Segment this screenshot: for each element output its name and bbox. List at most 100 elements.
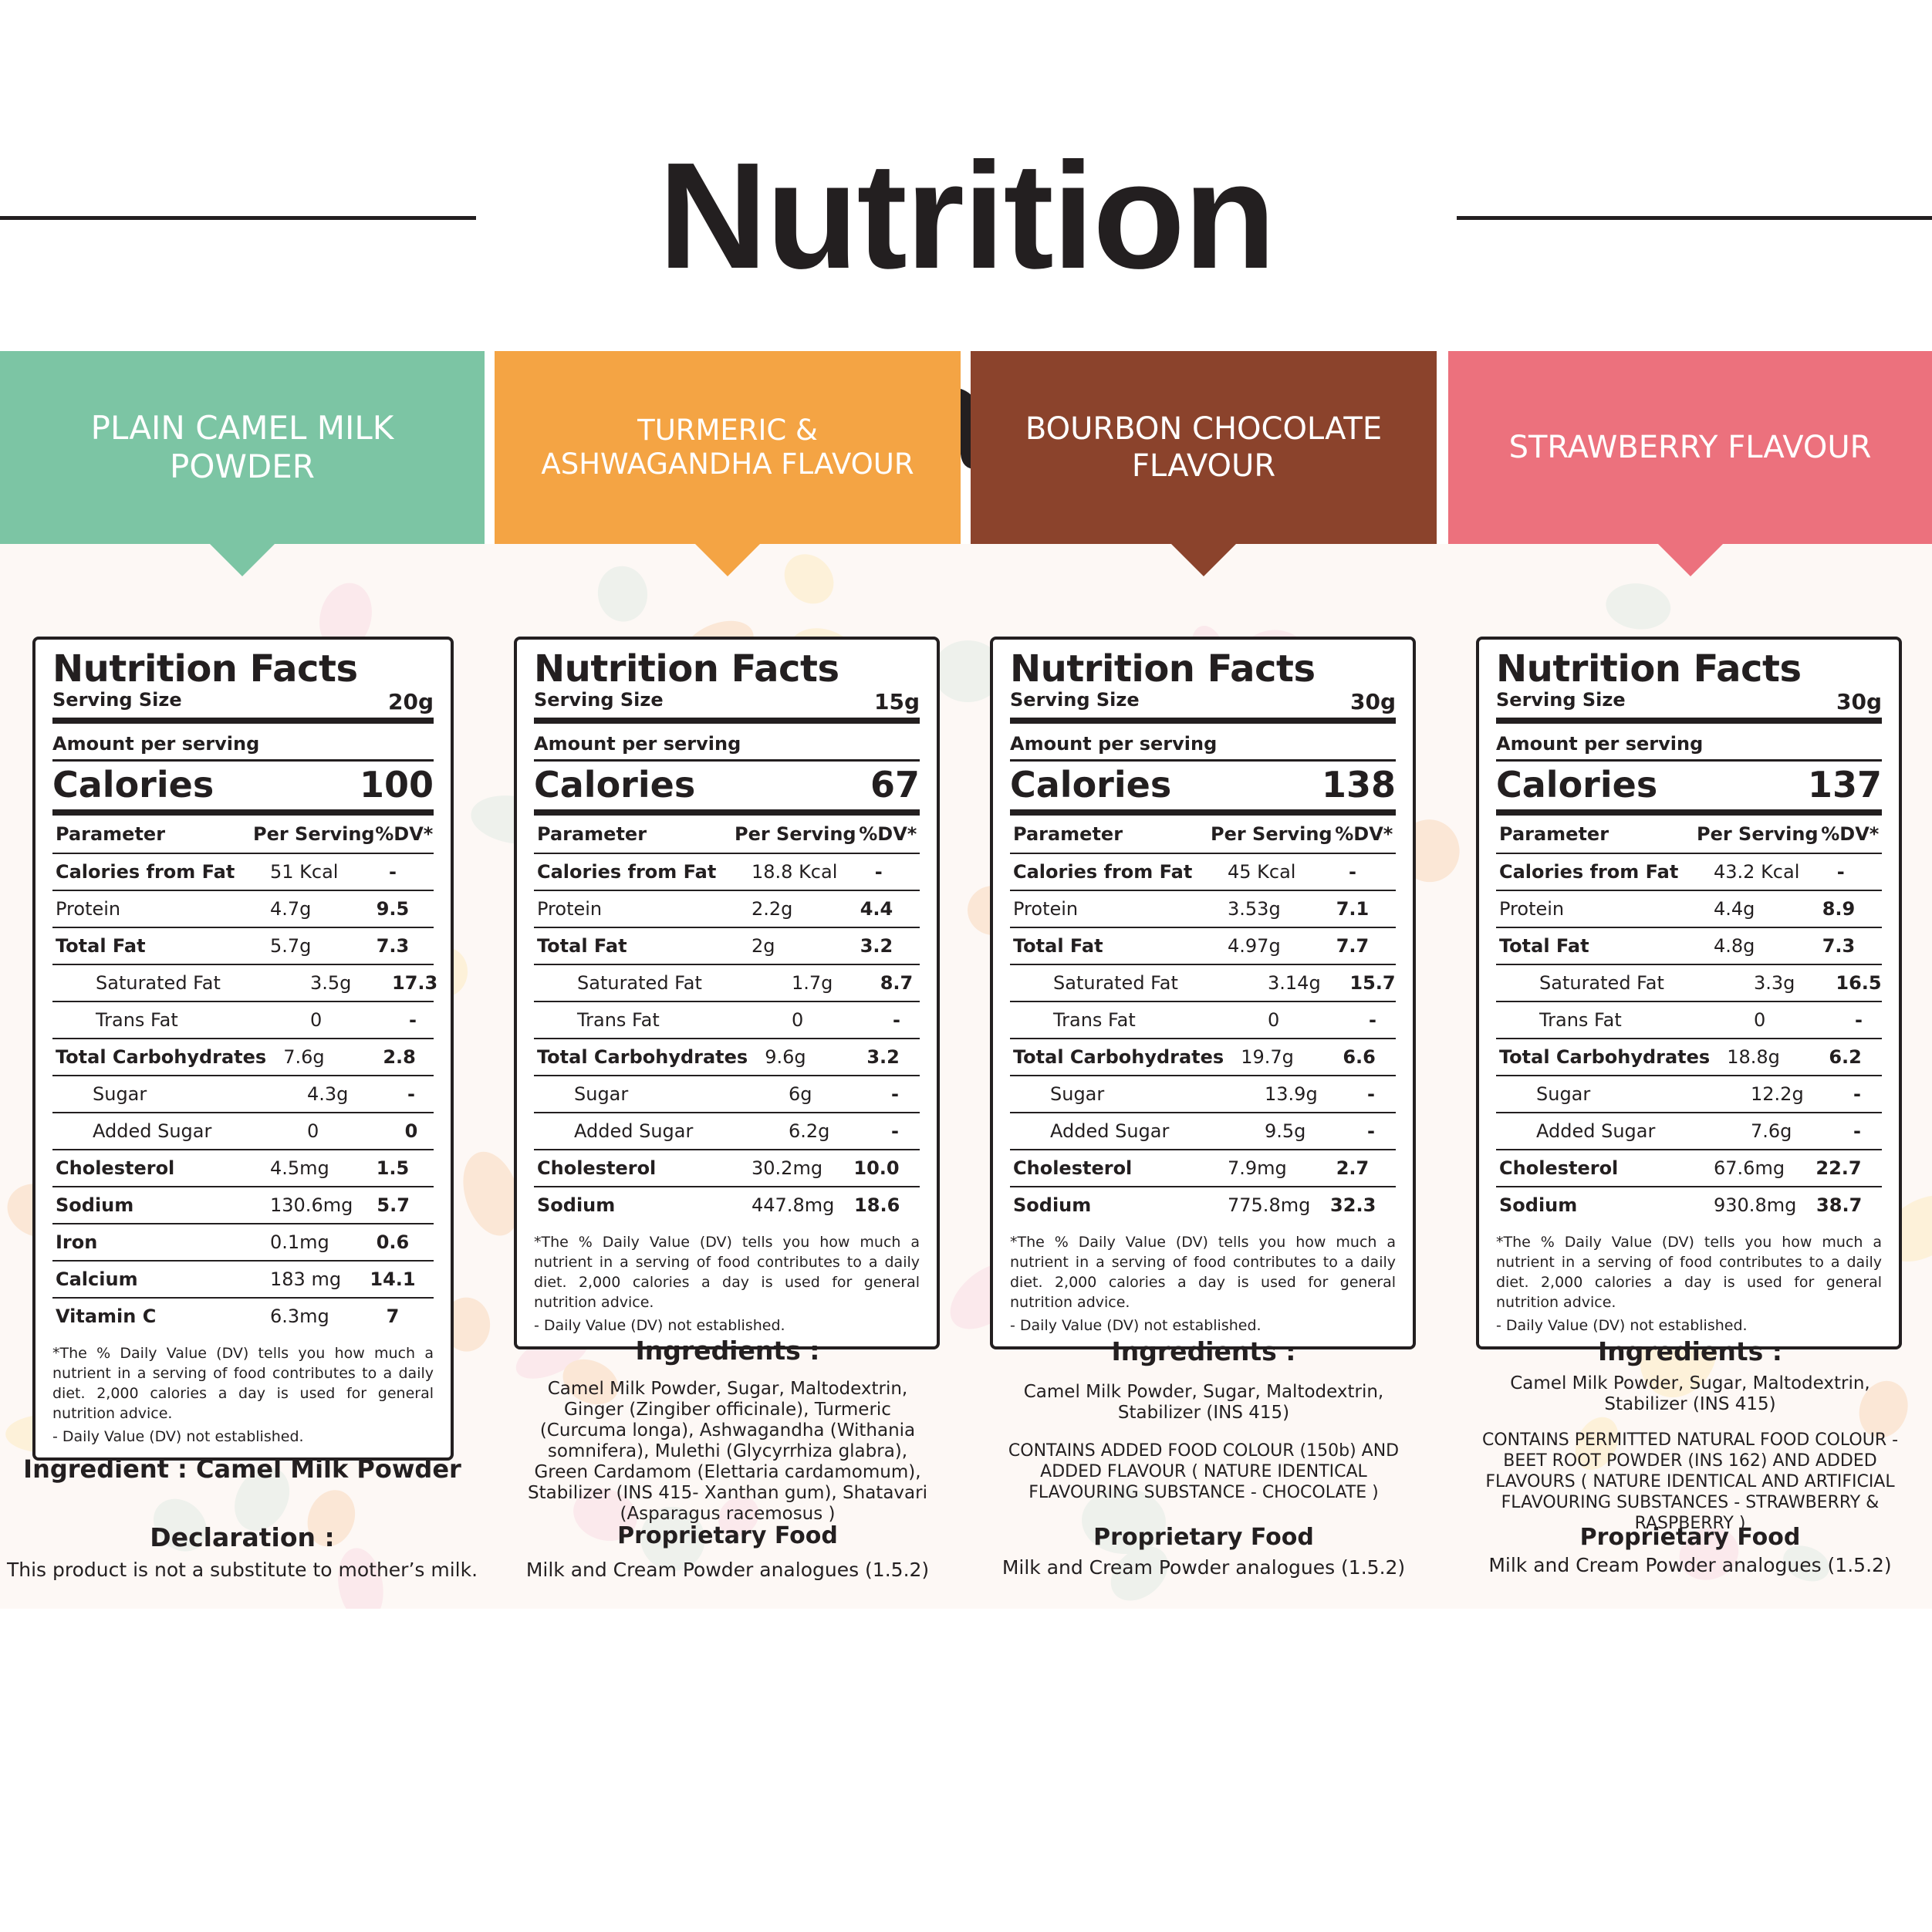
- nutrient-name: Calories from Fat: [56, 861, 235, 883]
- nutrient-dv: 18.6: [854, 1194, 900, 1216]
- ingredient-line: Ingredient : Camel Milk Powder: [23, 1454, 461, 1484]
- ingredients-label: Ingredients :: [1111, 1336, 1296, 1366]
- proprietary-food-text: Milk and Cream Powder analogues (1.5.2): [1488, 1554, 1892, 1576]
- nutrient-name: Sugar: [93, 1083, 147, 1105]
- nutrition-facts-panel: Nutrition Facts Serving Size 30g Amount per…: [1476, 637, 1902, 1349]
- nutrient-row: Trans Fat 0 -: [1010, 1002, 1396, 1039]
- nutrient-per-serving: 3.14g: [1268, 972, 1321, 994]
- nutrient-dv: -: [891, 1083, 899, 1105]
- nutrient-name: Total Carbohydrates: [56, 1046, 267, 1068]
- nutrient-per-serving: 6g: [789, 1083, 812, 1105]
- nutrient-name: Cholesterol: [1499, 1157, 1619, 1179]
- col-dv: %DV*: [375, 823, 434, 845]
- nutrient-row: Protein 4.4g 8.9: [1496, 891, 1882, 928]
- nutrient-dv: 7.3: [376, 935, 410, 957]
- nutrient-name: Cholesterol: [56, 1157, 175, 1179]
- nutrient-row: Total Carbohydrates 19.7g 6.6: [1010, 1039, 1396, 1076]
- nutrient-row: Trans Fat 0 -: [52, 1002, 434, 1039]
- dv-not-established-note: - Daily Value (DV) not established.: [52, 1428, 304, 1445]
- nutrient-dv: 8.9: [1822, 898, 1856, 920]
- nutrient-name: Total Carbohydrates: [1013, 1046, 1224, 1068]
- nutrient-per-serving: 130.6mg: [270, 1194, 353, 1216]
- nutrient-row: Calories from Fat 18.8 Kcal -: [534, 854, 920, 891]
- col-dv: %DV*: [1335, 823, 1393, 845]
- nutrient-name: Total Fat: [1013, 935, 1103, 957]
- nutrient-row: Calories from Fat 51 Kcal -: [52, 854, 434, 891]
- nutrient-dv: 14.1: [370, 1268, 416, 1290]
- nutrient-name: Total Carbohydrates: [1499, 1046, 1711, 1068]
- product-banner: BOURBON CHOCOLATE FLAVOUR: [971, 351, 1437, 544]
- nutrient-dv: 10.0: [853, 1157, 900, 1179]
- product-column: BOURBON CHOCOLATE FLAVOUR Nutrition Facts…: [971, 351, 1437, 1601]
- serving-size-label: Serving Size: [52, 689, 182, 711]
- col-dv: %DV*: [859, 823, 917, 845]
- calories-value: 67: [870, 764, 920, 806]
- dv-footnote: *The % Daily Value (DV) tells you how mu…: [534, 1234, 920, 1311]
- calories-row: Calories 67: [534, 762, 920, 816]
- table-header: Parameter Per Serving %DV*: [1496, 816, 1882, 854]
- proprietary-food-label: Proprietary Food: [617, 1522, 838, 1549]
- nutrient-per-serving: 67.6mg: [1714, 1157, 1785, 1179]
- nutrient-per-serving: 2g: [752, 935, 775, 957]
- dv-footnote: *The % Daily Value (DV) tells you how mu…: [1010, 1234, 1396, 1311]
- nutrient-dv: 8.7: [880, 972, 914, 994]
- nutrient-dv: 16.5: [1836, 972, 1882, 994]
- nutrient-per-serving: 12.2g: [1751, 1083, 1804, 1105]
- nutrient-per-serving: 3.5g: [310, 972, 352, 994]
- nutrient-per-serving: 7.9mg: [1228, 1157, 1287, 1179]
- amount-per-serving: Amount per serving: [52, 724, 434, 762]
- contains-notice: CONTAINS ADDED FOOD COLOUR (150b) AND AD…: [1008, 1441, 1400, 1502]
- dv-footnote: *The % Daily Value (DV) tells you how mu…: [1496, 1234, 1882, 1311]
- nutrient-row: Total Fat 2g 3.2: [534, 928, 920, 965]
- col-per-serving: Per Serving: [735, 823, 856, 845]
- nutrient-dv: 32.3: [1330, 1194, 1376, 1216]
- nutrient-row: Protein 4.7g 9.5: [52, 891, 434, 928]
- nutrient-per-serving: 30.2mg: [752, 1157, 823, 1179]
- nutrient-name: Saturated Fat: [96, 972, 221, 994]
- nutrient-row: Calories from Fat 43.2 Kcal -: [1496, 854, 1882, 891]
- nutrient-dv: -: [389, 861, 397, 883]
- nutrient-name: Saturated Fat: [1539, 972, 1664, 994]
- nutrient-dv: 38.7: [1816, 1194, 1863, 1216]
- nutrient-name: Saturated Fat: [1053, 972, 1178, 994]
- dv-not-established-note: - Daily Value (DV) not established.: [1496, 1317, 1748, 1334]
- nutrient-dv: 7.7: [1336, 935, 1370, 957]
- nutrient-dv: 3.2: [860, 935, 893, 957]
- nutrient-dv: 0: [404, 1120, 418, 1142]
- calories-row: Calories 138: [1010, 762, 1396, 816]
- nutrient-row: Total Carbohydrates 7.6g 2.8: [52, 1039, 434, 1076]
- nutrient-name: Sugar: [1050, 1083, 1105, 1105]
- nutrient-row: Sugar 13.9g -: [1010, 1076, 1396, 1113]
- title-rule-left: [0, 216, 476, 220]
- nutrient-dv: -: [1853, 1083, 1861, 1105]
- nutrient-dv: 22.7: [1815, 1157, 1862, 1179]
- nutrient-dv: -: [407, 1083, 415, 1105]
- nutrient-dv: 3.2: [866, 1046, 900, 1068]
- nutrient-per-serving: 7.6g: [1751, 1120, 1792, 1142]
- nutrient-row: Cholesterol 7.9mg 2.7: [1010, 1150, 1396, 1187]
- declaration-label: Declaration :: [150, 1522, 335, 1552]
- nutrient-dv: 2.8: [383, 1046, 416, 1068]
- nutrient-name: Protein: [1499, 898, 1565, 920]
- calories-value: 137: [1807, 764, 1882, 806]
- nutrient-name: Calcium: [56, 1268, 138, 1290]
- nutrient-per-serving: 0: [1268, 1009, 1280, 1031]
- dv-not-established-note: - Daily Value (DV) not established.: [1010, 1317, 1262, 1334]
- nutrient-row: Saturated Fat 3.14g 15.7: [1010, 965, 1396, 1002]
- nutrient-per-serving: 13.9g: [1265, 1083, 1318, 1105]
- nutrient-name: Trans Fat: [577, 1009, 660, 1031]
- nutrition-facts-title: Nutrition Facts: [52, 647, 358, 691]
- nutrient-per-serving: 9.6g: [765, 1046, 806, 1068]
- nutrient-per-serving: 4.3g: [307, 1083, 349, 1105]
- title-rule-right: [1457, 216, 1932, 220]
- ingredients-label: Ingredients :: [635, 1336, 820, 1366]
- nutrient-per-serving: 4.97g: [1228, 935, 1281, 957]
- nutrient-per-serving: 19.7g: [1241, 1046, 1294, 1068]
- nutrient-name: Calories from Fat: [537, 861, 717, 883]
- nutrient-dv: 6.6: [1343, 1046, 1376, 1068]
- serving-size-value: 20g: [387, 689, 434, 714]
- amount-per-serving: Amount per serving: [534, 724, 920, 762]
- nutrient-name: Calories from Fat: [1499, 861, 1679, 883]
- declaration-text: This product is not a substitute to moth…: [6, 1559, 478, 1581]
- nutrient-row: Protein 2.2g 4.4: [534, 891, 920, 928]
